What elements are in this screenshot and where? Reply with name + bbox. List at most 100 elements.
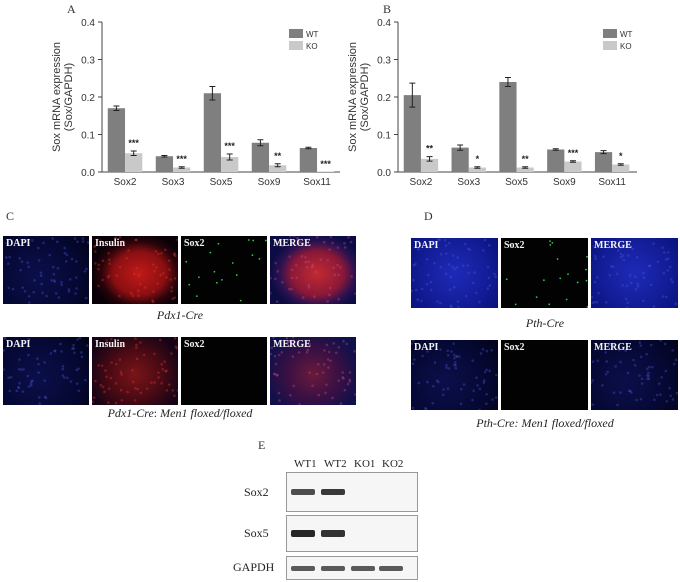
speckle xyxy=(485,392,488,396)
speckle xyxy=(606,370,609,374)
bar-wt xyxy=(403,95,421,172)
speckle xyxy=(328,293,331,297)
speckle xyxy=(73,237,77,240)
speckle xyxy=(75,382,79,385)
speckle xyxy=(67,288,71,291)
speckle xyxy=(307,286,311,289)
speckle xyxy=(74,276,78,279)
speckle xyxy=(342,377,345,380)
speckle xyxy=(160,363,164,366)
speckle xyxy=(134,387,137,390)
speckle xyxy=(481,249,485,252)
blot-band xyxy=(379,565,403,571)
speckle xyxy=(56,240,59,244)
panel-label-b: B xyxy=(383,2,392,16)
speckle xyxy=(647,371,650,375)
speckle xyxy=(671,398,675,401)
speckle xyxy=(93,245,96,248)
speckle xyxy=(460,388,463,391)
speckle xyxy=(420,299,423,303)
speckle xyxy=(60,283,64,287)
bar-ko xyxy=(221,157,239,172)
speckle xyxy=(107,274,111,278)
speckle xyxy=(328,248,331,251)
speckle xyxy=(604,351,608,354)
x-tick-label: Sox2 xyxy=(410,177,433,188)
speckle xyxy=(27,241,30,245)
speckle xyxy=(412,340,415,342)
speckle xyxy=(41,291,44,295)
speckle xyxy=(483,238,487,242)
speckle xyxy=(27,385,31,388)
speckle xyxy=(37,259,41,262)
micrograph-label: DAPI xyxy=(6,238,31,249)
speckle xyxy=(296,241,300,245)
speckle xyxy=(307,283,311,287)
speckle xyxy=(155,265,158,269)
speckle xyxy=(99,383,103,387)
significance-mark: * xyxy=(619,151,623,161)
blot-row-label: GAPDH xyxy=(233,560,275,574)
micrograph-texture xyxy=(591,340,678,407)
speckle xyxy=(424,406,427,410)
speckle xyxy=(308,342,311,346)
speckle xyxy=(619,255,623,259)
speckle xyxy=(3,337,6,339)
speckle xyxy=(45,294,48,298)
speckle xyxy=(411,362,415,366)
speckle xyxy=(296,238,300,242)
speckle xyxy=(325,383,328,386)
micrograph-label: Insulin xyxy=(95,238,126,249)
speckle xyxy=(669,278,673,281)
speckle xyxy=(290,287,293,291)
speckle xyxy=(135,266,138,270)
speckle xyxy=(597,291,600,295)
speckle xyxy=(494,396,498,399)
speckle xyxy=(114,401,118,405)
speckle xyxy=(624,349,628,352)
speckle xyxy=(662,271,666,275)
speckle xyxy=(549,240,551,242)
speckle xyxy=(109,376,113,380)
speckle xyxy=(81,237,85,240)
speckle xyxy=(163,360,166,363)
speckle xyxy=(83,269,87,273)
speckle xyxy=(270,276,272,280)
legend-label: WT xyxy=(306,30,319,39)
speckle xyxy=(136,387,140,391)
speckle xyxy=(337,379,341,382)
speckle xyxy=(425,257,429,261)
speckle xyxy=(15,389,19,393)
speckle xyxy=(110,361,113,364)
speckle xyxy=(432,384,435,388)
speckle xyxy=(646,377,649,381)
speckle xyxy=(174,254,177,258)
speckle xyxy=(86,344,89,347)
speckle xyxy=(350,275,353,278)
speckle xyxy=(27,353,30,357)
speckle xyxy=(593,245,596,248)
speckle xyxy=(108,258,111,262)
speckle xyxy=(295,276,298,280)
speckle xyxy=(625,284,629,288)
panel-label-c: C xyxy=(6,209,15,223)
speckle xyxy=(617,348,621,352)
speckle xyxy=(585,268,587,271)
speckle xyxy=(157,376,160,379)
speckle xyxy=(5,241,8,245)
speckle xyxy=(452,285,456,289)
speckle xyxy=(663,342,667,346)
speckle xyxy=(75,368,79,372)
panel-label-e: E xyxy=(258,438,266,452)
bar-wt xyxy=(451,147,469,172)
speckle xyxy=(280,350,284,354)
speckle xyxy=(567,273,569,275)
speckle xyxy=(110,337,113,341)
speckle xyxy=(626,301,630,305)
speckle xyxy=(27,337,31,341)
blot-strip-sox2 xyxy=(286,472,418,512)
speckle xyxy=(645,352,648,356)
speckle xyxy=(288,287,291,291)
speckle xyxy=(247,239,250,241)
speckle xyxy=(287,340,291,343)
